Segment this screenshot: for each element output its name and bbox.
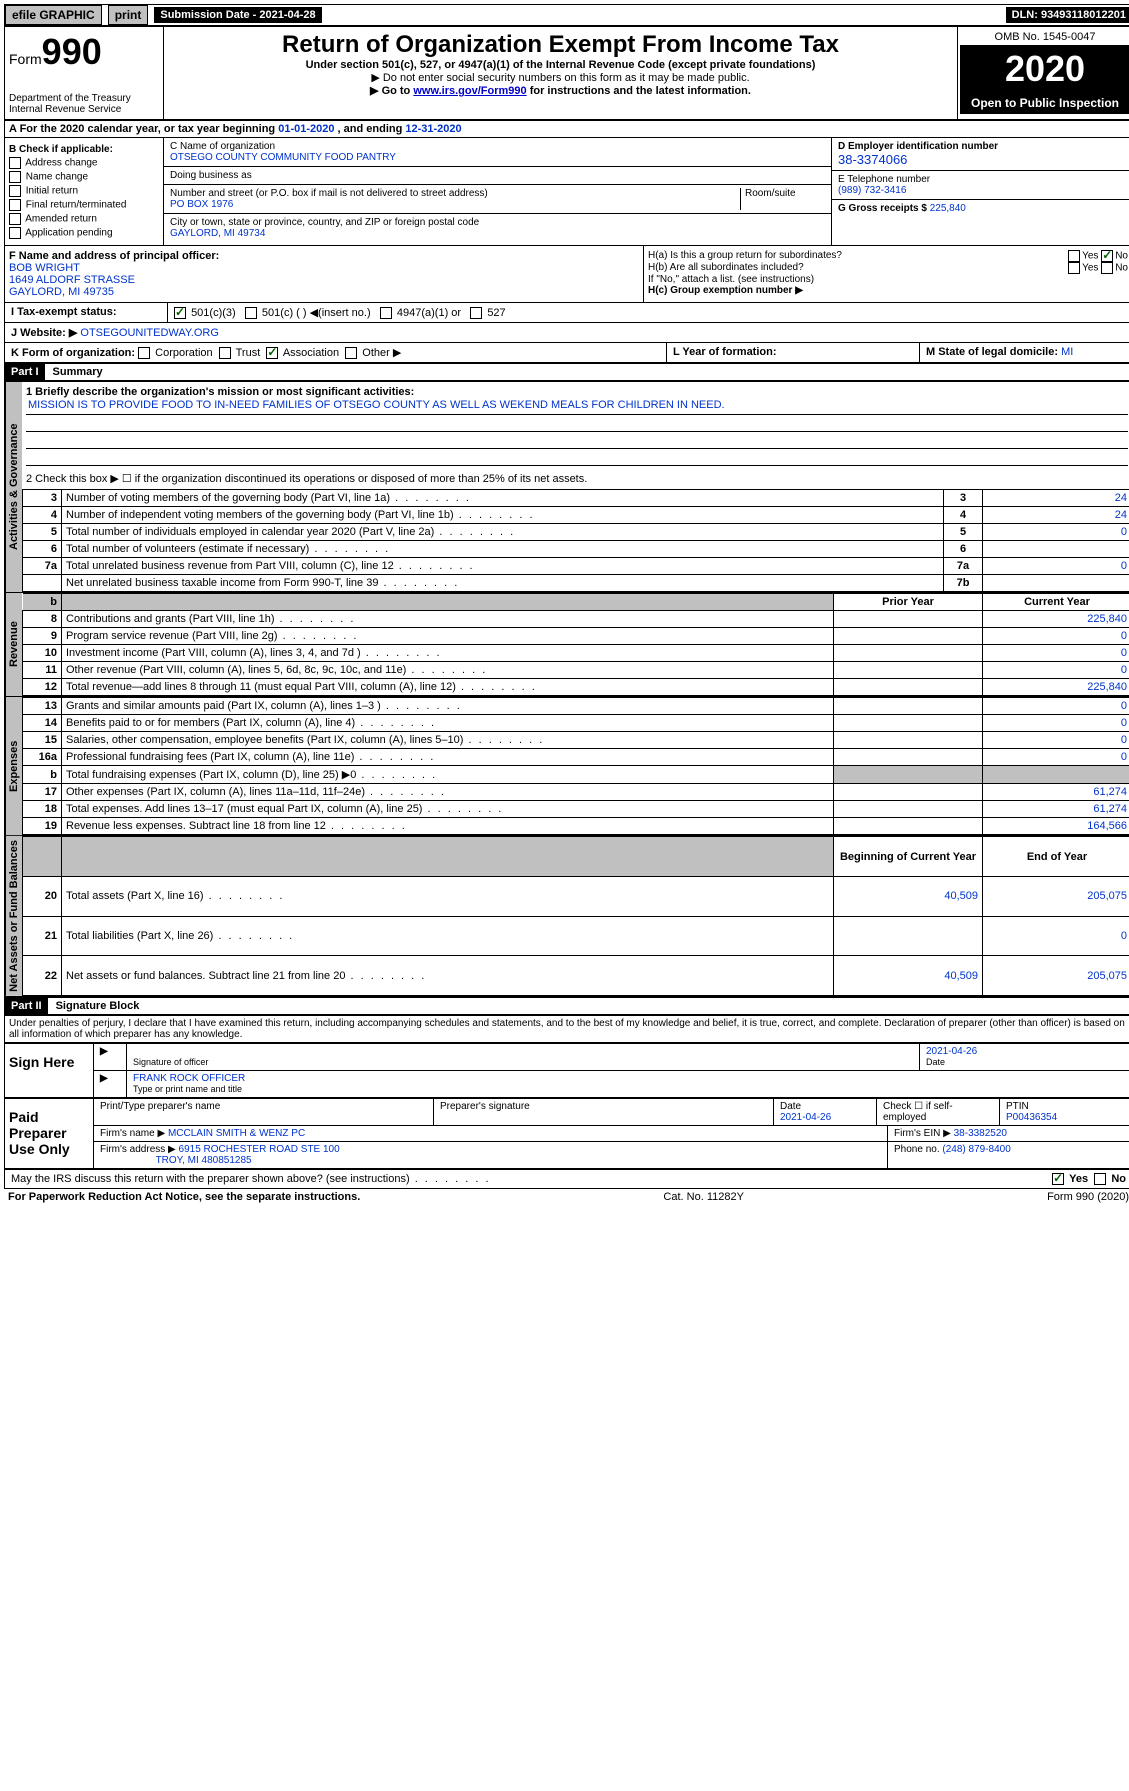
sign-section: Sign Here ▶ Signature of officer 2021-04… <box>4 1043 1129 1098</box>
revenue-table: bPrior YearCurrent Year8Contributions an… <box>22 593 1129 696</box>
efile-button[interactable]: efile GRAPHIC <box>5 5 102 25</box>
netassets-table: Beginning of Current YearEnd of Year20To… <box>22 836 1129 996</box>
phone: (989) 732-3416 <box>838 185 1126 196</box>
website: OTSEGOUNITEDWAY.ORG <box>80 327 219 339</box>
form-header: Form990 Department of the Treasury Inter… <box>4 26 1129 120</box>
city: GAYLORD, MI 49734 <box>170 228 825 239</box>
expenses-table: 13Grants and similar amounts paid (Part … <box>22 697 1129 835</box>
hb-no[interactable] <box>1101 262 1113 274</box>
omb-number: OMB No. 1545-0047 <box>960 29 1129 46</box>
note-ssn: ▶ Do not enter social security numbers o… <box>168 71 953 84</box>
sidebar-expenses: Expenses <box>5 697 22 835</box>
right-block: D Employer identification number 38-3374… <box>831 138 1129 245</box>
sidebar-netassets: Net Assets or Fund Balances <box>5 836 22 996</box>
row-klm: K Form of organization: Corporation Trus… <box>4 343 1129 363</box>
sidebar-revenue: Revenue <box>5 593 22 696</box>
hb-yes[interactable] <box>1068 262 1080 274</box>
top-bar: efile GRAPHIC print Submission Date - 20… <box>4 4 1129 26</box>
501c3-check[interactable] <box>174 307 186 319</box>
discuss-yes[interactable] <box>1052 1173 1064 1185</box>
paid-preparer-section: Paid Preparer Use Only Print/Type prepar… <box>4 1098 1129 1169</box>
street: PO BOX 1976 <box>170 199 740 210</box>
entity-block: B Check if applicable: Address change Na… <box>4 138 1129 246</box>
dept-label: Department of the Treasury Internal Reve… <box>9 93 159 115</box>
check-b-column: B Check if applicable: Address change Na… <box>5 138 164 245</box>
footer: For Paperwork Reduction Act Notice, see … <box>4 1189 1129 1205</box>
note-link: ▶ Go to www.irs.gov/Form990 for instruct… <box>168 84 953 97</box>
mission-text: MISSION IS TO PROVIDE FOOD TO IN-NEED FA… <box>26 398 1128 415</box>
row-i: I Tax-exempt status: 501(c)(3) 501(c) ( … <box>4 303 1129 323</box>
instructions-link[interactable]: www.irs.gov/Form990 <box>413 85 526 97</box>
form-title: Return of Organization Exempt From Incom… <box>168 31 953 59</box>
section-a: A For the 2020 calendar year, or tax yea… <box>4 120 1129 138</box>
perjury-text: Under penalties of perjury, I declare th… <box>4 1015 1129 1043</box>
dln-number: DLN: 93493118012201 <box>1006 7 1129 23</box>
part1-header: Part I Summary <box>4 363 1129 381</box>
name-block: C Name of organization OTSEGO COUNTY COM… <box>164 138 831 245</box>
discuss-row: May the IRS discuss this return with the… <box>4 1169 1129 1189</box>
governance-table: 3Number of voting members of the governi… <box>22 489 1129 592</box>
print-button[interactable]: print <box>108 5 149 25</box>
sidebar-governance: Activities & Governance <box>5 382 22 592</box>
gross-receipts: 225,840 <box>930 203 966 214</box>
form-number: Form990 <box>9 31 159 73</box>
tax-year: 2020 <box>960 46 1129 92</box>
row-j: J Website: ▶ OTSEGOUNITEDWAY.ORG <box>4 323 1129 343</box>
ein: 38-3374066 <box>838 152 1126 167</box>
ha-no[interactable] <box>1101 250 1113 262</box>
fh-block: F Name and address of principal officer:… <box>4 246 1129 303</box>
discuss-no[interactable] <box>1094 1173 1106 1185</box>
part2-header: Part II Signature Block <box>4 997 1129 1015</box>
org-name: OTSEGO COUNTY COMMUNITY FOOD PANTRY <box>170 152 825 163</box>
submission-date: Submission Date - 2021-04-28 <box>154 7 321 23</box>
open-public: Open to Public Inspection <box>960 92 1129 114</box>
form-subtitle: Under section 501(c), 527, or 4947(a)(1)… <box>168 59 953 71</box>
ha-yes[interactable] <box>1068 250 1080 262</box>
